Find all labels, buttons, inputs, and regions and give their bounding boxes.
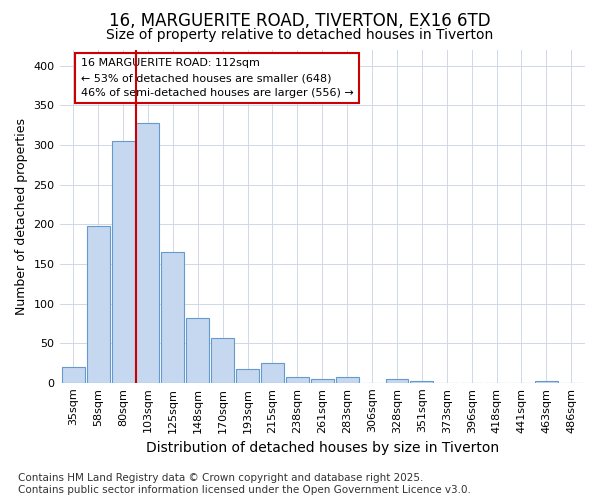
Bar xyxy=(86,226,110,383)
Bar xyxy=(286,378,309,383)
X-axis label: Distribution of detached houses by size in Tiverton: Distribution of detached houses by size … xyxy=(146,441,499,455)
Bar xyxy=(336,378,359,383)
Bar xyxy=(410,381,433,383)
Bar xyxy=(161,252,184,383)
Text: 16 MARGUERITE ROAD: 112sqm
← 53% of detached houses are smaller (648)
46% of sem: 16 MARGUERITE ROAD: 112sqm ← 53% of deta… xyxy=(80,58,353,98)
Bar xyxy=(261,363,284,383)
Text: Size of property relative to detached houses in Tiverton: Size of property relative to detached ho… xyxy=(106,28,494,42)
Bar xyxy=(211,338,234,383)
Bar xyxy=(136,123,160,383)
Bar xyxy=(186,318,209,383)
Bar xyxy=(386,379,409,383)
Bar xyxy=(535,381,558,383)
Text: 16, MARGUERITE ROAD, TIVERTON, EX16 6TD: 16, MARGUERITE ROAD, TIVERTON, EX16 6TD xyxy=(109,12,491,30)
Bar xyxy=(62,367,85,383)
Bar xyxy=(311,379,334,383)
Bar xyxy=(112,141,134,383)
Y-axis label: Number of detached properties: Number of detached properties xyxy=(15,118,28,315)
Bar xyxy=(236,368,259,383)
Text: Contains HM Land Registry data © Crown copyright and database right 2025.
Contai: Contains HM Land Registry data © Crown c… xyxy=(18,474,471,495)
